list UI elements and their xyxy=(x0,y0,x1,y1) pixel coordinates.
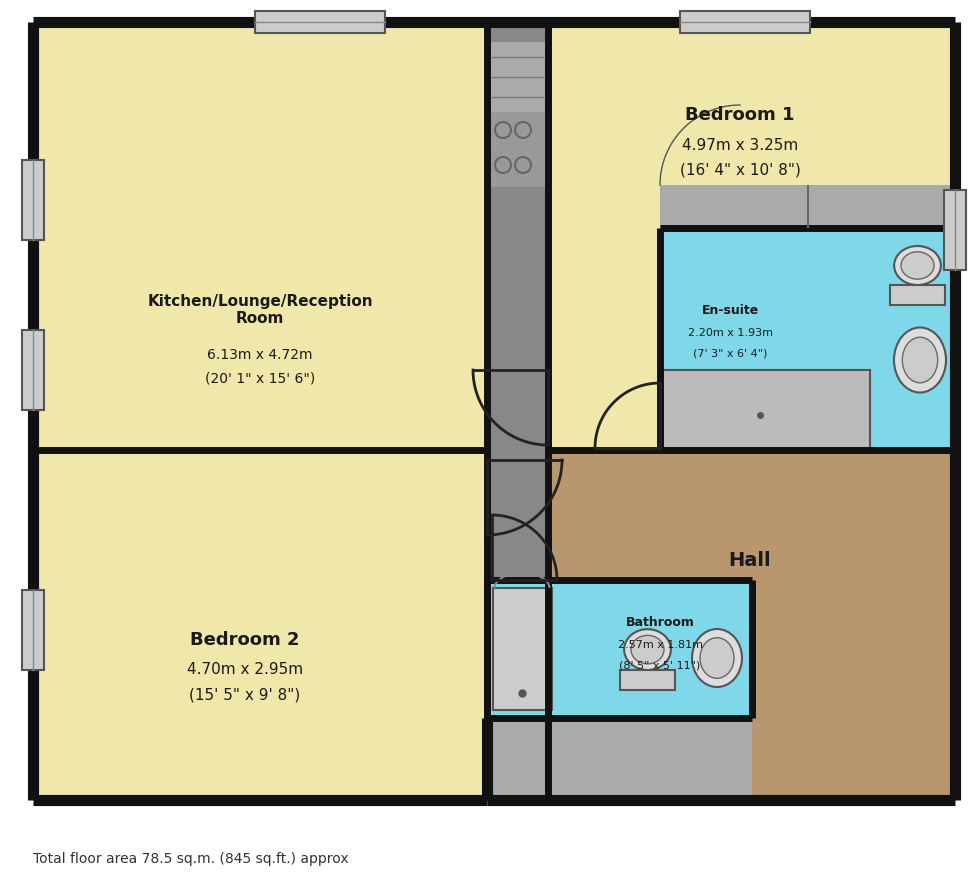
Text: (7' 3" x 6' 4"): (7' 3" x 6' 4") xyxy=(693,348,767,358)
Bar xyxy=(944,190,966,270)
Bar xyxy=(548,22,955,450)
Text: (16' 4" x 10' 8"): (16' 4" x 10' 8") xyxy=(679,163,801,178)
Bar xyxy=(493,588,552,710)
Bar xyxy=(255,11,385,33)
Text: (8' 5" x 5' 11"): (8' 5" x 5' 11") xyxy=(619,660,701,670)
Bar xyxy=(890,285,945,305)
Bar xyxy=(487,22,548,800)
Text: (15' 5" x 9' 8"): (15' 5" x 9' 8") xyxy=(189,688,301,703)
Ellipse shape xyxy=(692,629,742,687)
Bar xyxy=(487,718,752,800)
Bar xyxy=(255,11,385,33)
Bar xyxy=(22,590,44,670)
Text: 2.57m x 1.81m: 2.57m x 1.81m xyxy=(617,640,703,650)
Bar xyxy=(33,22,487,800)
Bar xyxy=(487,580,752,718)
Bar xyxy=(22,160,44,240)
Bar xyxy=(548,450,955,800)
Bar xyxy=(680,11,810,33)
Text: Total floor area 78.5 sq.m. (845 sq.ft.) approx: Total floor area 78.5 sq.m. (845 sq.ft.)… xyxy=(33,852,349,866)
Text: 2.20m x 1.93m: 2.20m x 1.93m xyxy=(688,328,772,338)
Bar xyxy=(489,42,546,112)
Text: (20' 1" x 15' 6"): (20' 1" x 15' 6") xyxy=(205,371,316,385)
Text: Hall: Hall xyxy=(729,551,771,569)
Text: Bedroom 1: Bedroom 1 xyxy=(685,106,795,124)
Bar xyxy=(22,160,44,240)
Bar xyxy=(22,590,44,670)
Text: 4.70m x 2.95m: 4.70m x 2.95m xyxy=(187,662,303,677)
Text: 4.97m x 3.25m: 4.97m x 3.25m xyxy=(682,138,798,153)
Ellipse shape xyxy=(903,338,938,383)
Bar xyxy=(22,330,44,410)
Bar xyxy=(660,370,870,448)
Ellipse shape xyxy=(894,246,941,285)
Bar xyxy=(680,11,810,33)
Bar xyxy=(620,670,675,690)
Ellipse shape xyxy=(700,637,734,678)
Bar xyxy=(660,370,870,448)
Bar xyxy=(660,185,955,228)
Ellipse shape xyxy=(624,629,671,670)
Text: Bathroom: Bathroom xyxy=(625,615,695,629)
Text: En-suite: En-suite xyxy=(702,303,759,316)
Bar xyxy=(493,588,552,710)
Bar xyxy=(944,190,966,270)
Ellipse shape xyxy=(901,252,934,279)
Bar xyxy=(489,112,546,187)
Text: Bedroom 2: Bedroom 2 xyxy=(190,631,300,649)
Bar xyxy=(660,228,955,448)
Ellipse shape xyxy=(894,327,946,392)
Bar xyxy=(22,330,44,410)
Text: Kitchen/Lounge/Reception
Room: Kitchen/Lounge/Reception Room xyxy=(147,293,372,326)
Text: 6.13m x 4.72m: 6.13m x 4.72m xyxy=(207,348,313,362)
Ellipse shape xyxy=(631,636,664,664)
